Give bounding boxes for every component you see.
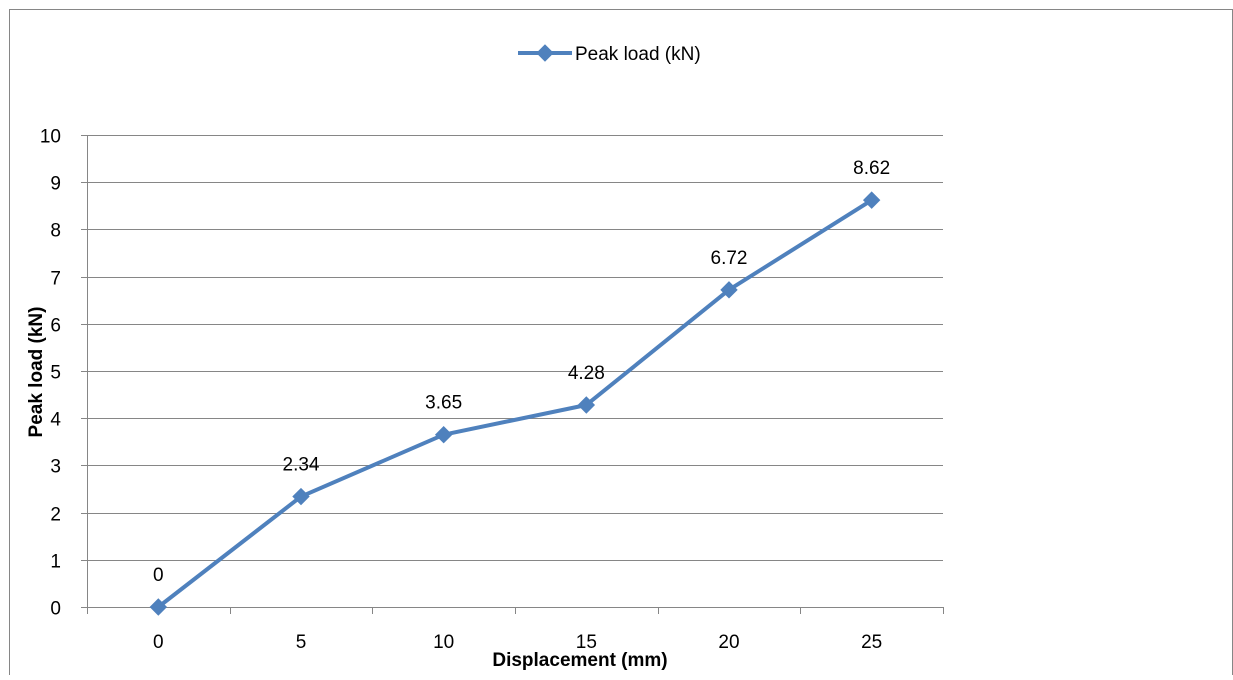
x-tick-labels: 0 5 10 15 20 25: [153, 632, 882, 653]
legend-label: Peak load (kN): [575, 44, 701, 65]
data-point-marker: [434, 426, 453, 444]
x-tick-label: 20: [718, 632, 739, 653]
data-label: 6.72: [711, 248, 748, 269]
y-tick-labels: 0 1 2 3 4 5 6 7 8 9 10: [40, 127, 62, 620]
data-label: 8.62: [853, 158, 890, 179]
data-point-marker: [577, 396, 596, 414]
y-axis-title: Peak load (kN): [26, 307, 47, 438]
y-tick-label: 9: [50, 174, 61, 195]
legend-diamond-marker: [536, 44, 554, 62]
data-label: 0: [153, 565, 164, 586]
axes: [81, 135, 944, 614]
chart-frame: [9, 9, 1233, 680]
x-axis-title: Displacement (mm): [492, 650, 667, 671]
y-tick-label: 7: [50, 269, 61, 290]
x-tick-label: 25: [861, 632, 882, 653]
data-point-marker: [292, 487, 310, 506]
data-point-marker: [149, 598, 168, 616]
y-tick-label: 2: [50, 505, 61, 526]
y-tick-label: 10: [40, 127, 61, 148]
gridlines: [87, 135, 943, 561]
data-label: 2.34: [283, 455, 320, 476]
x-tick-label: 0: [153, 632, 164, 653]
y-tick-label: 8: [50, 221, 61, 242]
data-label: 3.65: [425, 393, 462, 414]
series-line: [157, 198, 873, 609]
y-tick-label: 6: [50, 316, 61, 337]
y-tick-label: 1: [50, 552, 61, 573]
x-tick-label: 10: [433, 632, 454, 653]
legend: Peak load (kN): [518, 44, 701, 65]
y-tick-label: 0: [50, 599, 61, 620]
data-point-marker: [720, 281, 738, 299]
series-peak-load: 0 2.34 3.65 4.28 6.72 8.62: [149, 158, 890, 616]
y-tick-label: 4: [50, 410, 61, 431]
data-label: 4.28: [568, 363, 605, 384]
y-tick-label: 5: [50, 363, 61, 384]
data-point-marker: [862, 191, 881, 209]
y-tick-label: 3: [50, 457, 61, 478]
x-tick-label: 15: [576, 632, 597, 653]
x-tick-label: 5: [296, 632, 307, 653]
